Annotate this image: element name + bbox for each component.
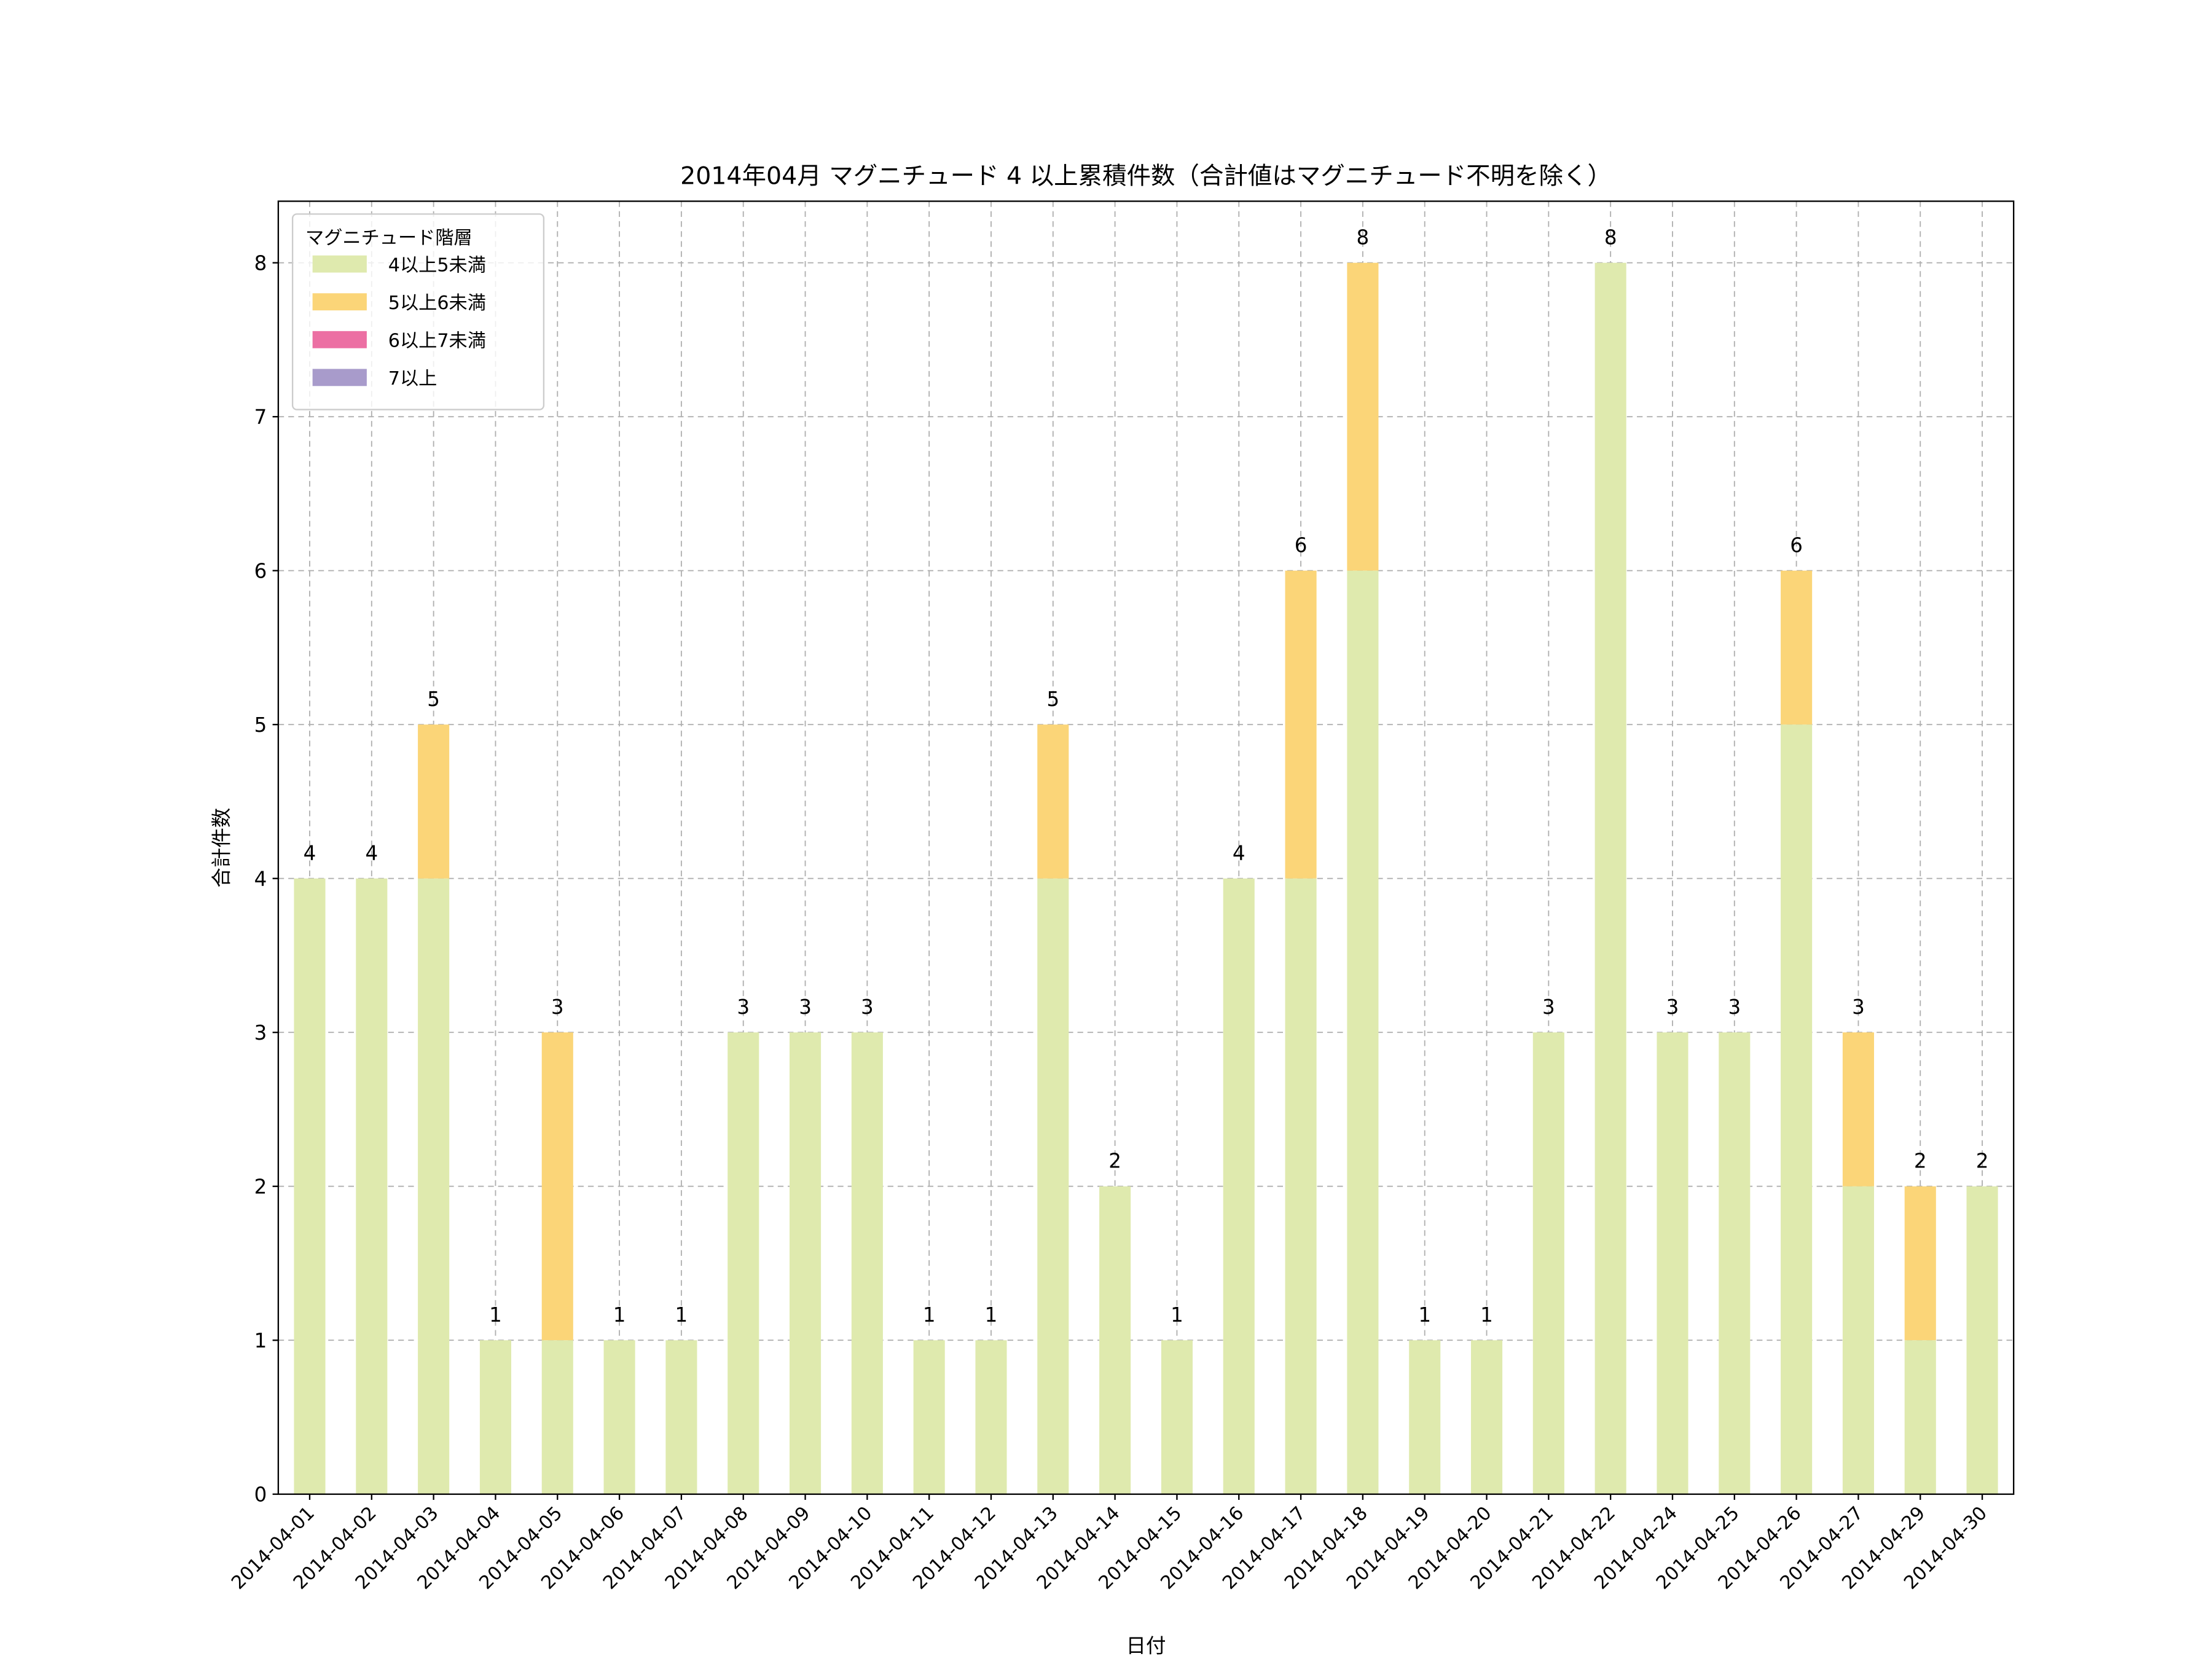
legend: マグニチュード階層 4以上5未満 5以上6未満 6以上7未満 7以上 (291, 213, 545, 410)
bar-segment-2 (1781, 570, 1813, 725)
bar-segment-1 (1037, 878, 1069, 1494)
data-label: 1 (489, 1303, 502, 1327)
data-label: 1 (613, 1303, 626, 1327)
legend-swatch-1 (312, 255, 367, 273)
data-label: 6 (1295, 534, 1308, 557)
y-axis: 0 1 2 3 4 5 6 7 8 (254, 251, 278, 1506)
data-label: 1 (1418, 1303, 1431, 1327)
legend-label-3: 6以上7未満 (388, 330, 486, 351)
bar-segment-1 (1966, 1186, 1998, 1494)
data-label: 3 (737, 995, 750, 1019)
legend-label-2: 5以上6未満 (388, 292, 486, 314)
y-axis-label: 合計件数 (210, 808, 233, 888)
legend-label-4: 7以上 (388, 368, 437, 390)
bar-segment-1 (1657, 1032, 1688, 1494)
bar-segment-1 (789, 1032, 822, 1494)
grid (278, 201, 2014, 1494)
bar-segment-2 (1904, 1186, 1936, 1341)
x-axis: 2014-04-012014-04-022014-04-032014-04-04… (227, 1494, 1991, 1594)
bar-segment-2 (1285, 570, 1317, 879)
legend-title: マグニチュード階層 (305, 227, 473, 249)
data-label: 4 (304, 842, 316, 865)
data-label: 8 (1604, 226, 1617, 249)
data-label: 2 (1108, 1150, 1121, 1173)
y-tick-label: 4 (254, 867, 267, 890)
bar-segment-1 (851, 1032, 883, 1494)
legend-swatch-2 (312, 293, 367, 311)
y-tick-label: 6 (254, 559, 267, 582)
bar-segment-2 (1037, 724, 1069, 879)
data-label: 2 (1976, 1150, 1989, 1173)
bar-segment-1 (603, 1340, 635, 1494)
data-label: 8 (1357, 226, 1370, 249)
y-tick-label: 3 (254, 1021, 267, 1045)
data-label: 3 (799, 995, 812, 1019)
bar-segment-1 (1470, 1340, 1503, 1494)
y-tick-label: 5 (254, 713, 267, 737)
bar-segment-1 (728, 1032, 759, 1494)
bar-segment-1 (1594, 262, 1626, 1494)
bar-segment-1 (1719, 1032, 1751, 1494)
data-label: 1 (985, 1303, 998, 1327)
bar-segment-1 (356, 878, 388, 1494)
bar-segment-1 (1285, 878, 1317, 1494)
bar-segment-1 (1842, 1186, 1874, 1494)
bar-segment-2 (1347, 262, 1379, 571)
bar-segment-2 (541, 1032, 573, 1341)
data-label: 3 (861, 995, 874, 1019)
bar-segment-1 (1347, 570, 1379, 1494)
bar-segment-1 (975, 1340, 1007, 1494)
bar-segment-1 (1099, 1186, 1131, 1494)
data-label: 1 (1480, 1303, 1493, 1327)
legend-swatch-3 (312, 331, 367, 348)
bar-segment-1 (913, 1340, 945, 1494)
data-label: 4 (1233, 842, 1245, 865)
bar-segment-1 (1904, 1340, 1936, 1494)
data-label: 1 (675, 1303, 688, 1327)
bar-segment-1 (418, 878, 450, 1494)
data-label: 3 (1542, 995, 1555, 1019)
bar-segment-1 (1161, 1340, 1193, 1494)
bar-segment-1 (541, 1340, 573, 1494)
bars (294, 262, 1998, 1494)
y-tick-label: 0 (254, 1483, 267, 1506)
data-label: 3 (1666, 995, 1679, 1019)
data-label: 4 (365, 842, 378, 865)
data-label: 1 (923, 1303, 936, 1327)
legend-label-1: 4以上5未満 (388, 254, 486, 276)
data-label: 5 (427, 688, 440, 711)
y-tick-label: 1 (254, 1329, 267, 1352)
bar-segment-1 (479, 1340, 511, 1494)
data-label: 1 (1171, 1303, 1183, 1327)
y-tick-label: 2 (254, 1175, 267, 1198)
bar-segment-1 (1781, 724, 1813, 1494)
bar-segment-2 (418, 724, 450, 879)
plot-frame (277, 200, 2015, 1495)
legend-swatch-4 (312, 369, 367, 386)
y-tick-label: 7 (254, 406, 267, 429)
chart-title: 2014年04月 マグニチュード 4 以上累積件数（合計値はマグニチュード不明を… (680, 162, 1612, 190)
data-label: 3 (1852, 995, 1865, 1019)
data-label: 3 (551, 995, 564, 1019)
bar-segment-1 (1223, 878, 1255, 1494)
x-axis-label: 日付 (1126, 1634, 1166, 1658)
y-tick-label: 8 (254, 251, 267, 275)
data-label: 6 (1790, 534, 1803, 557)
data-label: 2 (1914, 1150, 1927, 1173)
bar-segment-1 (665, 1340, 697, 1494)
data-label: 3 (1728, 995, 1741, 1019)
data-label: 5 (1046, 688, 1059, 711)
bar-segment-1 (1409, 1340, 1441, 1494)
bar-segment-1 (1532, 1032, 1564, 1494)
bar-segment-1 (294, 878, 326, 1494)
bar-segment-2 (1842, 1032, 1874, 1186)
